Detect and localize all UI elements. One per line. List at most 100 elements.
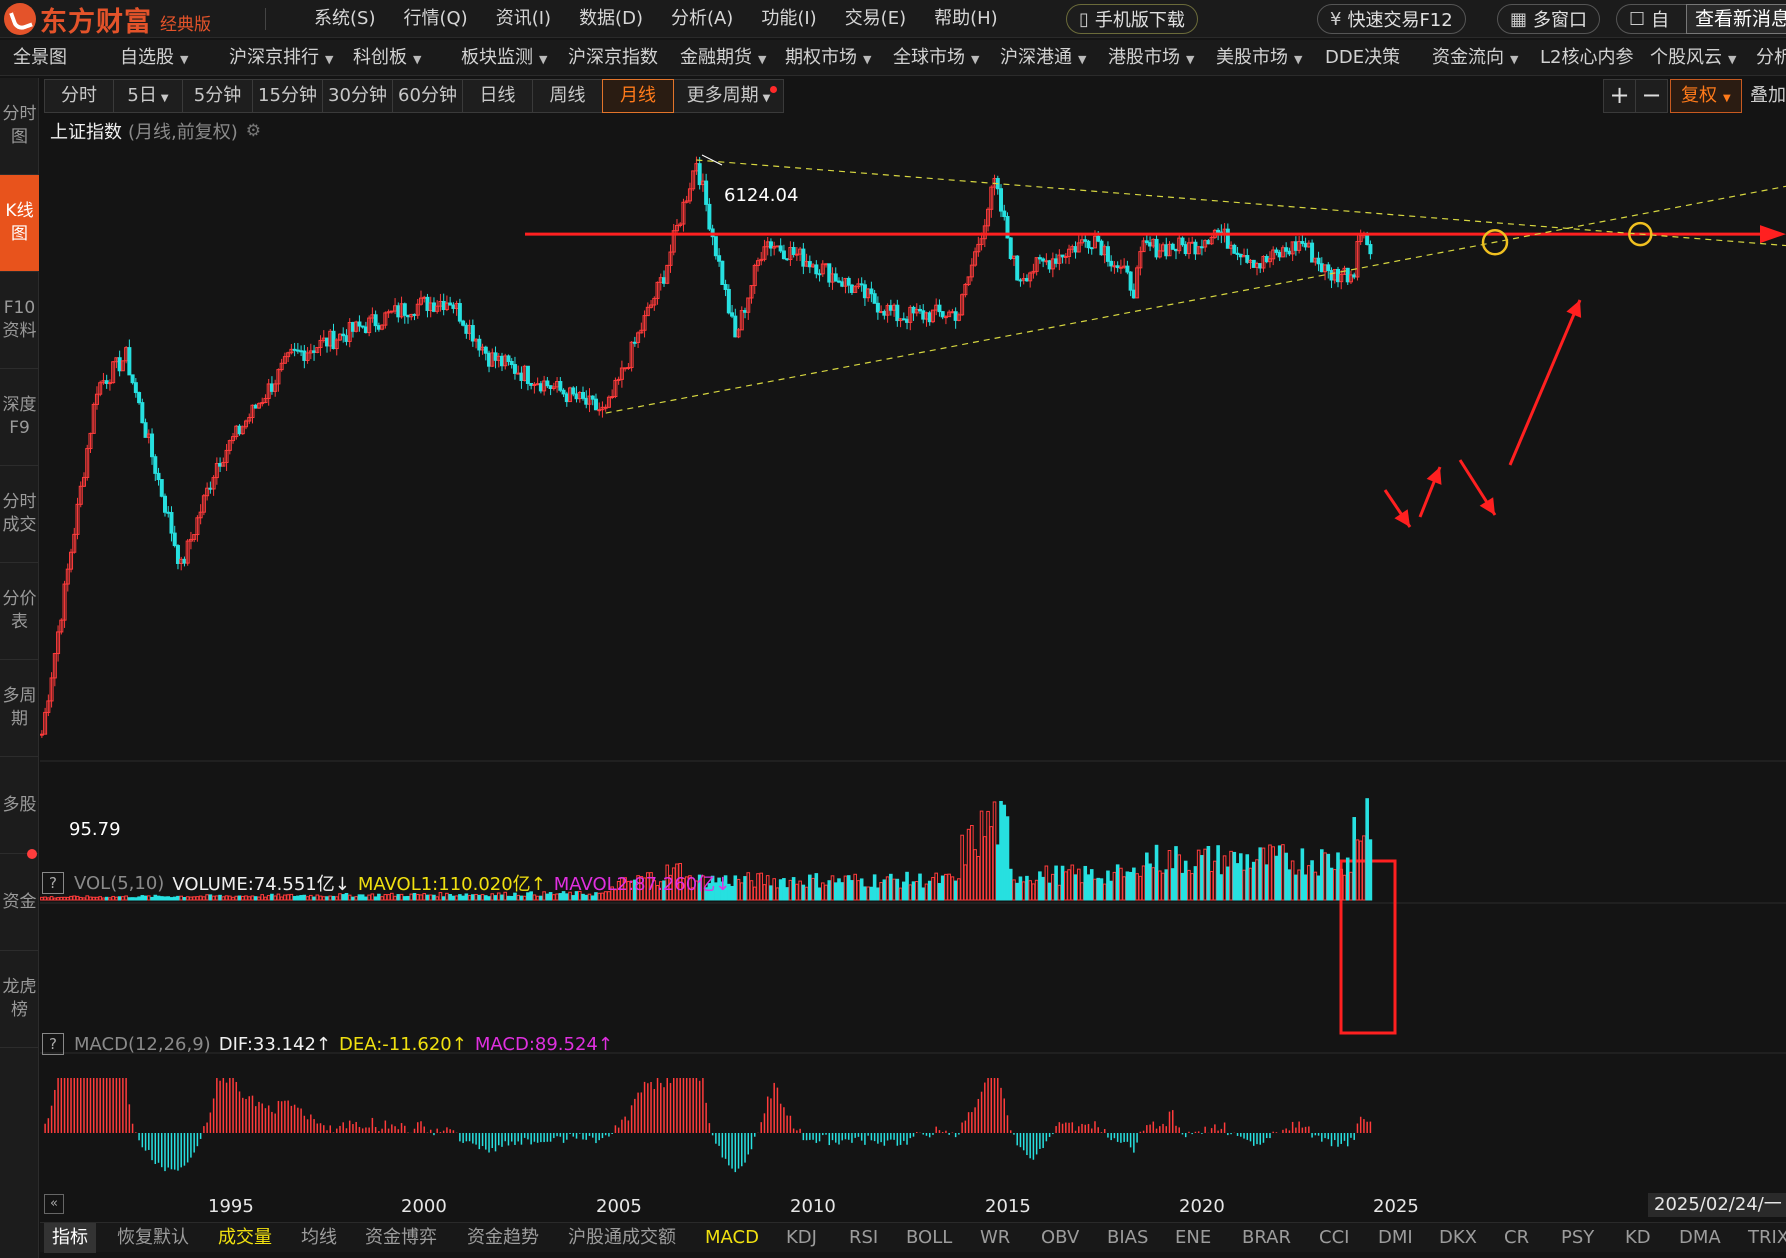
nav-star-market[interactable]: 科创板 ▼ xyxy=(353,47,422,68)
zoom-out-button[interactable]: − xyxy=(1635,79,1668,113)
period-timeshare[interactable]: 分时 xyxy=(44,79,114,113)
period-daily[interactable]: 日线 xyxy=(462,79,533,113)
gear-icon[interactable]: ⚙ xyxy=(245,121,262,141)
tab-psy[interactable]: PSY xyxy=(1561,1227,1595,1248)
view-news-button[interactable]: 查看新消息 xyxy=(1686,4,1786,34)
tab-bias[interactable]: BIAS xyxy=(1107,1227,1149,1248)
tab-wr[interactable]: WR xyxy=(980,1227,1011,1248)
tab-boll[interactable]: BOLL xyxy=(906,1227,953,1248)
tab-cci[interactable]: CCI xyxy=(1319,1227,1350,1248)
tab-ma[interactable]: 均线 xyxy=(301,1227,337,1248)
quick-trade-button[interactable]: ¥ 快速交易F12 xyxy=(1317,4,1466,34)
nav-watchlist[interactable]: 自选股 ▼ xyxy=(120,47,189,68)
tab-dkx[interactable]: DKX xyxy=(1439,1227,1477,1248)
menu-function[interactable]: 功能(I) xyxy=(761,8,817,29)
overlay-button[interactable]: 叠加 xyxy=(1750,85,1786,106)
volume-bar xyxy=(694,880,699,901)
tab-fund-trend[interactable]: 资金趋势 xyxy=(467,1227,539,1248)
sidebar-multi-period[interactable]: 多周期 xyxy=(0,660,39,757)
nav-analysis[interactable]: 分析 xyxy=(1756,47,1786,68)
period-monthly[interactable]: 月线 xyxy=(602,79,674,113)
volume-header: ? VOL(5,10) VOLUME:74.551亿↓ MAVOL1:110.0… xyxy=(42,870,738,896)
nav-connect[interactable]: 沪深港通 ▼ xyxy=(1000,47,1087,68)
period-15min[interactable]: 15分钟 xyxy=(252,79,323,113)
sidebar-funds[interactable]: 资金 xyxy=(0,854,39,951)
tab-brar[interactable]: BRAR xyxy=(1242,1227,1291,1248)
tab-fund-game[interactable]: 资金博弈 xyxy=(365,1227,437,1248)
menu-news[interactable]: 资讯(I) xyxy=(495,8,552,29)
volume-bar xyxy=(477,894,482,901)
volume-bar xyxy=(176,895,180,901)
volume-bar xyxy=(1138,875,1143,901)
period-more[interactable]: 更多周期 ▼ xyxy=(673,79,784,113)
menu-market[interactable]: 行情(Q) xyxy=(403,8,468,29)
tab-kd[interactable]: KD xyxy=(1625,1227,1651,1248)
candle-body xyxy=(1238,253,1243,258)
volume-bar xyxy=(1329,867,1334,901)
tab-kdj[interactable]: KDJ xyxy=(786,1227,817,1248)
sidebar-price-table[interactable]: 分价表 xyxy=(0,563,39,660)
nav-us[interactable]: 美股市场 ▼ xyxy=(1216,47,1303,68)
high-price-label: 6124.04 xyxy=(724,185,798,206)
volume-bar xyxy=(101,897,106,901)
sidebar-timeshare[interactable]: 分时图 xyxy=(0,78,39,175)
period-5day[interactable]: 5日 ▼ xyxy=(113,79,183,113)
sidebar-dragon-tiger[interactable]: 龙虎榜 xyxy=(0,951,39,1048)
sidebar-ticks[interactable]: 分时成交 xyxy=(0,466,39,563)
nav-fund-flow[interactable]: 资金流向 ▼ xyxy=(1432,47,1519,68)
menu-data[interactable]: 数据(D) xyxy=(579,8,643,29)
scroll-left-button[interactable]: « xyxy=(44,1194,64,1214)
nav-ranking[interactable]: 沪深京排行 ▼ xyxy=(229,47,334,68)
period-weekly[interactable]: 周线 xyxy=(532,79,603,113)
tab-cr[interactable]: CR xyxy=(1504,1227,1530,1248)
tab-trix[interactable]: TRIX xyxy=(1748,1227,1786,1248)
nav-l2[interactable]: L2核心内参 xyxy=(1540,47,1634,68)
period-30min[interactable]: 30分钟 xyxy=(322,79,393,113)
candle-body xyxy=(59,619,64,633)
tab-dmi[interactable]: DMI xyxy=(1378,1227,1413,1248)
help-icon[interactable]: ? xyxy=(42,1033,64,1055)
nav-sector-monitor[interactable]: 板块监测 ▼ xyxy=(461,47,548,68)
tab-macd[interactable]: MACD xyxy=(705,1227,759,1248)
nav-hk[interactable]: 港股市场 ▼ xyxy=(1108,47,1195,68)
sidebar-multi-stock[interactable]: 多股 xyxy=(0,757,39,854)
menu-analysis[interactable]: 分析(A) xyxy=(670,8,734,29)
tab-ene[interactable]: ENE xyxy=(1175,1227,1212,1248)
help-icon[interactable]: ? xyxy=(42,872,64,894)
tab-rsi[interactable]: RSI xyxy=(849,1227,879,1248)
nav-overview[interactable]: 全景图 xyxy=(13,47,67,68)
sidebar-f10[interactable]: F10资料 xyxy=(0,272,39,369)
period-60min[interactable]: 60分钟 xyxy=(392,79,463,113)
nav-dde[interactable]: DDE决策 xyxy=(1325,47,1401,68)
tab-dma[interactable]: DMA xyxy=(1679,1227,1721,1248)
nav-futures[interactable]: 金融期货 ▼ xyxy=(680,47,767,68)
tab-connect-turnover[interactable]: 沪股通成交额 xyxy=(568,1227,676,1248)
volume-bar xyxy=(522,895,527,901)
multi-window-button[interactable]: ▦ 多窗口 xyxy=(1497,4,1601,34)
volume-bar xyxy=(334,896,339,901)
period-5min[interactable]: 5分钟 xyxy=(182,79,253,113)
tab-indicator[interactable]: 指标 xyxy=(44,1223,96,1253)
menu-system[interactable]: 系统(S) xyxy=(314,8,376,29)
nav-global[interactable]: 全球市场 ▼ xyxy=(893,47,980,68)
volume-bar xyxy=(1300,848,1305,901)
tab-reset[interactable]: 恢复默认 xyxy=(117,1227,189,1248)
candle-body xyxy=(1345,267,1350,283)
nav-options[interactable]: 期权市场 ▼ xyxy=(785,47,872,68)
custom-button[interactable]: ☐ 自 xyxy=(1616,4,1686,34)
candle-body xyxy=(477,338,482,351)
volume-bar xyxy=(866,886,870,901)
menu-trade[interactable]: 交易(E) xyxy=(844,8,907,29)
mobile-download-button[interactable]: ▯ 手机版下载 xyxy=(1066,4,1198,34)
zoom-in-button[interactable]: + xyxy=(1603,79,1636,113)
tab-obv[interactable]: OBV xyxy=(1041,1227,1080,1248)
kline-chart[interactable]: 6124.04 95.79 xyxy=(40,115,1786,1193)
nav-index[interactable]: 沪深京指数 xyxy=(568,47,658,68)
adjust-rights-button[interactable]: 复权 ▼ xyxy=(1670,79,1742,113)
sidebar-depth[interactable]: 深度F9 xyxy=(0,369,39,466)
nav-stock-risk[interactable]: 个股风云 ▼ xyxy=(1650,47,1737,68)
menu-help[interactable]: 帮助(H) xyxy=(934,8,998,29)
sidebar-kline[interactable]: K线图 xyxy=(0,175,39,272)
candle-body xyxy=(211,477,216,490)
tab-volume[interactable]: 成交量 xyxy=(218,1227,272,1248)
